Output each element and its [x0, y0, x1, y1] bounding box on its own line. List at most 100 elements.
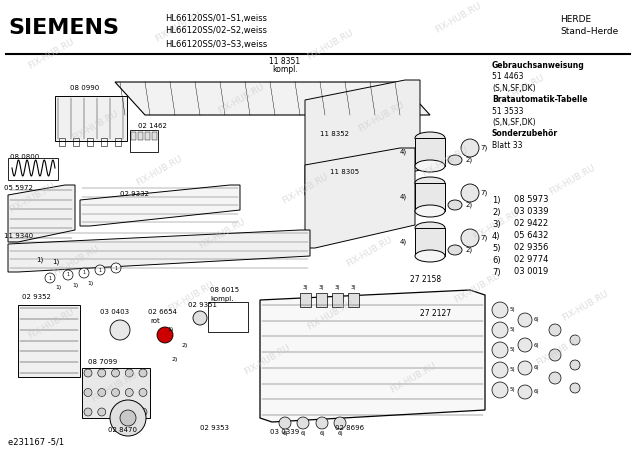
Text: 11 8305: 11 8305 [330, 169, 359, 175]
Text: 3): 3) [302, 285, 308, 291]
Text: FIX-HUB.RU: FIX-HUB.RU [26, 307, 76, 341]
Text: 2): 2) [492, 207, 501, 216]
Polygon shape [260, 290, 485, 422]
Circle shape [111, 408, 120, 416]
Circle shape [297, 417, 309, 429]
Text: 08 7099: 08 7099 [88, 359, 117, 365]
Circle shape [139, 388, 147, 396]
Text: 5): 5) [510, 328, 516, 333]
Text: 7): 7) [480, 145, 487, 151]
Circle shape [98, 388, 106, 396]
Text: 3): 3) [334, 285, 340, 291]
Text: kompl.: kompl. [272, 66, 298, 75]
Text: 6): 6) [492, 256, 501, 265]
Text: 7): 7) [480, 235, 487, 241]
Text: 03 0019: 03 0019 [514, 267, 548, 276]
Text: FIX-HUB.RU: FIX-HUB.RU [357, 100, 406, 134]
Text: Stand–Herde: Stand–Herde [560, 27, 618, 36]
Text: 5): 5) [510, 368, 516, 373]
Text: kompl.: kompl. [210, 296, 233, 302]
Text: 7): 7) [480, 190, 487, 196]
Text: FIX-HUB.RU: FIX-HUB.RU [433, 1, 483, 35]
Text: FIX-HUB.RU: FIX-HUB.RU [166, 280, 216, 314]
Circle shape [518, 385, 532, 399]
Text: FIX-HUB.RU: FIX-HUB.RU [306, 28, 356, 62]
Bar [130, 130, 158, 152]
Text: 03 0403: 03 0403 [100, 309, 129, 315]
Text: 02 9352: 02 9352 [22, 294, 51, 300]
Circle shape [84, 408, 92, 416]
Text: HERDE: HERDE [560, 15, 591, 24]
Text: FIX-HUB.RU: FIX-HUB.RU [242, 343, 292, 377]
Text: 27 2158: 27 2158 [410, 275, 441, 284]
Text: 6): 6) [282, 432, 288, 436]
Bar [115, 138, 121, 146]
Text: 1: 1 [114, 266, 118, 270]
Bar [208, 302, 248, 332]
Text: 2): 2) [466, 202, 473, 208]
Text: 11 8351: 11 8351 [270, 57, 301, 66]
Text: 05 6432: 05 6432 [514, 231, 548, 240]
Text: 1): 1) [52, 259, 60, 265]
Text: 08 6015: 08 6015 [210, 287, 239, 293]
Circle shape [279, 417, 291, 429]
Text: FIX-HUB.RU: FIX-HUB.RU [198, 217, 247, 251]
Circle shape [492, 342, 508, 358]
Circle shape [518, 361, 532, 375]
Bar [316, 293, 327, 307]
Polygon shape [305, 80, 420, 195]
Circle shape [120, 410, 136, 426]
Circle shape [139, 369, 147, 377]
Text: 02 9774: 02 9774 [514, 256, 548, 265]
Text: 05 5972: 05 5972 [4, 185, 33, 191]
Text: 02 9332: 02 9332 [120, 191, 149, 197]
Ellipse shape [415, 222, 445, 234]
Bar [415, 138, 445, 166]
Text: 1): 1) [167, 328, 173, 333]
Bar [415, 228, 445, 256]
Text: FIX-HUB.RU: FIX-HUB.RU [535, 334, 584, 368]
Bar [348, 293, 359, 307]
Text: e231167 -5/1: e231167 -5/1 [8, 437, 64, 446]
Text: FIX-HUB.RU: FIX-HUB.RU [548, 163, 597, 197]
Text: 6): 6) [534, 318, 539, 323]
Text: 02 9351: 02 9351 [188, 302, 217, 308]
Text: 6): 6) [337, 432, 343, 436]
Text: 27 2127: 27 2127 [420, 309, 451, 318]
Text: 1: 1 [66, 273, 69, 278]
Text: 1: 1 [83, 270, 86, 275]
Circle shape [98, 369, 106, 377]
Text: FIX-HUB.RU: FIX-HUB.RU [52, 244, 101, 278]
Ellipse shape [448, 155, 462, 165]
Text: (S,N,SF,DK): (S,N,SF,DK) [492, 84, 536, 93]
Text: 3): 3) [318, 285, 324, 291]
Circle shape [549, 324, 561, 336]
Text: HL66120SS/01–S1,weiss: HL66120SS/01–S1,weiss [165, 14, 267, 22]
Ellipse shape [415, 132, 445, 144]
Text: 2): 2) [466, 247, 473, 253]
Text: FIX-HUB.RU: FIX-HUB.RU [134, 154, 184, 188]
Text: 03 0339: 03 0339 [514, 207, 548, 216]
Text: 5): 5) [510, 307, 516, 312]
Polygon shape [115, 82, 430, 115]
Bar [8, 158, 58, 180]
Bar [18, 305, 80, 377]
Text: FIX-HUB.RU: FIX-HUB.RU [560, 289, 610, 323]
Text: FIX-HUB.RU: FIX-HUB.RU [90, 370, 139, 404]
Polygon shape [8, 185, 75, 242]
Text: 02 1462: 02 1462 [138, 123, 167, 129]
Text: 02 6654: 02 6654 [148, 309, 177, 315]
Bar [87, 138, 93, 146]
Text: 1): 1) [36, 257, 44, 263]
Text: HL66120SS/03–S3,weiss: HL66120SS/03–S3,weiss [165, 40, 267, 49]
Circle shape [125, 369, 134, 377]
Text: HL66120SS/02–S2,weiss: HL66120SS/02–S2,weiss [165, 27, 267, 36]
Text: 3): 3) [492, 220, 501, 229]
Circle shape [110, 320, 130, 340]
Text: 51 3533: 51 3533 [492, 107, 523, 116]
Circle shape [95, 265, 105, 275]
Circle shape [492, 302, 508, 318]
Text: Blatt 33: Blatt 33 [492, 141, 523, 150]
Text: rot: rot [150, 318, 160, 324]
Circle shape [570, 360, 580, 370]
